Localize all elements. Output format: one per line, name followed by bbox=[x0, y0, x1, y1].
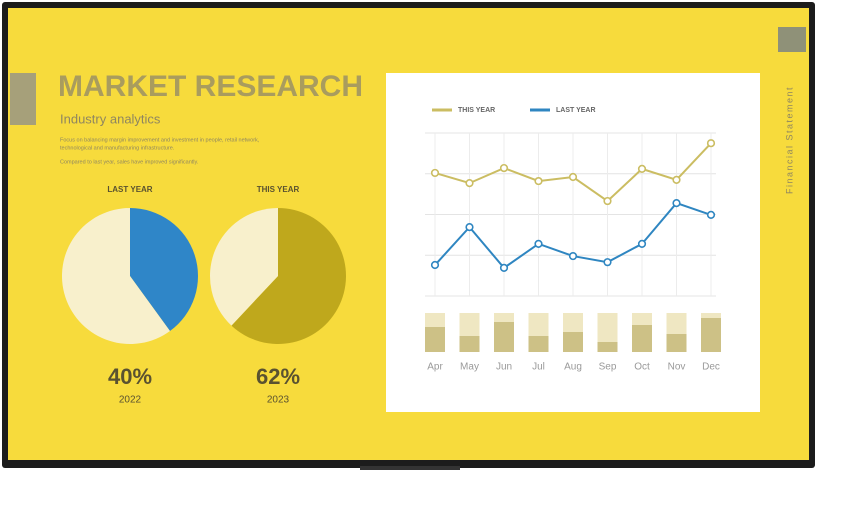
point-marker bbox=[430, 260, 440, 270]
x-tick-label: Sep bbox=[599, 362, 617, 373]
point-marker bbox=[430, 168, 440, 178]
bar-segment bbox=[701, 318, 721, 352]
legend-label: LAST YEAR bbox=[556, 107, 596, 114]
pie-year: 2022 bbox=[119, 395, 142, 406]
paragraph: Focus on balancing margin improvement an… bbox=[60, 137, 260, 143]
bar-segment bbox=[632, 313, 652, 325]
value-label: 62% bbox=[256, 364, 300, 389]
bar-segment bbox=[701, 313, 721, 318]
point-marker bbox=[603, 258, 612, 267]
bar-segment bbox=[563, 313, 583, 332]
pie-slice bbox=[210, 208, 278, 326]
bar-segment bbox=[459, 313, 480, 336]
title: MARKET RESEARCH bbox=[58, 70, 363, 103]
point-marker bbox=[637, 164, 647, 173]
bar-segment bbox=[494, 322, 514, 352]
point-marker bbox=[534, 239, 543, 248]
point-marker bbox=[568, 251, 578, 261]
x-tick-label: Nov bbox=[668, 362, 686, 373]
bar-segment bbox=[494, 313, 514, 322]
x-tick-label: Jul bbox=[532, 362, 545, 373]
point-marker bbox=[499, 163, 509, 173]
pie-title: THIS YEAR bbox=[257, 185, 300, 194]
pie-slice bbox=[61, 208, 170, 344]
subtitle: Industry analytics bbox=[60, 111, 161, 126]
side-label: Financial Statement bbox=[784, 86, 794, 194]
bar-segment bbox=[597, 313, 618, 342]
x-tick-label: Dec bbox=[702, 362, 720, 373]
pie-year: 2023 bbox=[267, 395, 290, 406]
stand bbox=[360, 466, 460, 470]
point-marker bbox=[465, 223, 474, 232]
bar-segment bbox=[425, 327, 445, 352]
point-marker bbox=[672, 198, 681, 208]
bar-segment bbox=[666, 313, 687, 334]
paragraph: technological and manufacturing infrastr… bbox=[60, 145, 175, 151]
bar-segment bbox=[528, 313, 549, 336]
pie-slice bbox=[231, 208, 347, 344]
bar-segment bbox=[632, 325, 652, 352]
bar-segment bbox=[425, 313, 445, 327]
point-marker bbox=[637, 239, 647, 248]
point-marker bbox=[568, 172, 578, 182]
bar-segment bbox=[459, 336, 480, 352]
bar-segment bbox=[597, 342, 618, 352]
pie-title: LAST YEAR bbox=[107, 185, 152, 194]
point-marker bbox=[672, 175, 681, 184]
legend-label: THIS YEAR bbox=[458, 107, 495, 114]
x-tick-label: Aug bbox=[564, 362, 582, 373]
point-marker bbox=[534, 176, 543, 186]
x-tick-label: Oct bbox=[634, 362, 650, 373]
bar-segment bbox=[666, 334, 687, 352]
bar-segment bbox=[563, 332, 583, 352]
paragraph: Compared to last year, sales have improv… bbox=[60, 159, 199, 165]
point-marker bbox=[706, 139, 716, 148]
accent-block bbox=[10, 73, 36, 125]
point-marker bbox=[706, 210, 716, 220]
value-label: 40% bbox=[108, 364, 152, 389]
point-marker bbox=[499, 263, 509, 272]
bar-segment bbox=[528, 336, 549, 352]
x-tick-label: Apr bbox=[427, 362, 443, 373]
point-marker bbox=[603, 196, 612, 206]
x-tick-label: Jun bbox=[496, 362, 512, 373]
point-marker bbox=[465, 179, 474, 188]
pie-slice bbox=[130, 208, 198, 332]
x-tick-label: May bbox=[460, 362, 479, 373]
accent-block bbox=[778, 27, 806, 52]
